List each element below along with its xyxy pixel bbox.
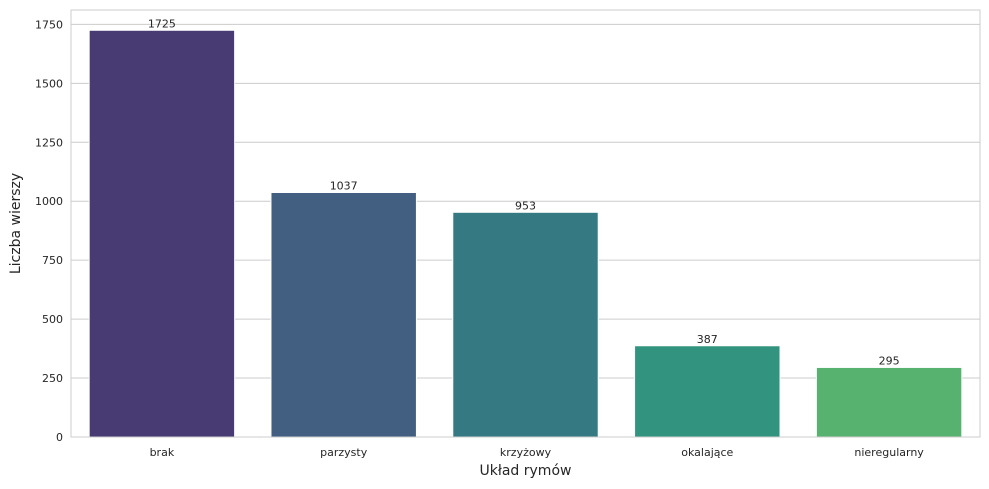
x-tick-label: nieregularny bbox=[854, 446, 924, 459]
y-tick-label: 0 bbox=[56, 431, 63, 444]
bar bbox=[88, 29, 236, 438]
bar-value-label: 1037 bbox=[330, 179, 358, 192]
plot-frame bbox=[70, 9, 981, 438]
y-tick-label: 1500 bbox=[35, 77, 63, 90]
bar-value-label: 387 bbox=[697, 333, 718, 346]
y-tick-label: 1250 bbox=[35, 136, 63, 149]
bar bbox=[815, 366, 963, 438]
bar bbox=[270, 191, 417, 438]
bar-value-label: 953 bbox=[515, 199, 536, 212]
bars-group bbox=[88, 29, 963, 438]
y-tick-label: 750 bbox=[42, 254, 63, 267]
data-labels: 1725 1037 953 387 295 bbox=[148, 17, 900, 367]
y-tick-label: 1000 bbox=[35, 195, 63, 208]
y-tick-label: 500 bbox=[42, 313, 63, 326]
y-tick-label: 1750 bbox=[35, 18, 63, 31]
x-tick-labels: brak parzysty krzyżowy okalające nieregularn… bbox=[150, 446, 925, 459]
y-tick-labels: 0 250 500 750 1000 1250 1500 1750 bbox=[35, 18, 63, 444]
bar-value-label: 1725 bbox=[148, 17, 176, 30]
x-tick-label: brak bbox=[150, 446, 175, 459]
y-axis-label: Liczba wierszy bbox=[8, 173, 24, 274]
x-axis-label: Układ rymów bbox=[480, 463, 572, 479]
x-tick-label: krzyżowy bbox=[500, 446, 552, 459]
bar bbox=[634, 345, 781, 438]
x-tick-label: okalające bbox=[681, 446, 733, 459]
bar bbox=[452, 211, 599, 438]
x-tick-label: parzysty bbox=[320, 446, 368, 459]
y-tick-label: 250 bbox=[42, 372, 63, 385]
bar-value-label: 295 bbox=[879, 354, 900, 367]
